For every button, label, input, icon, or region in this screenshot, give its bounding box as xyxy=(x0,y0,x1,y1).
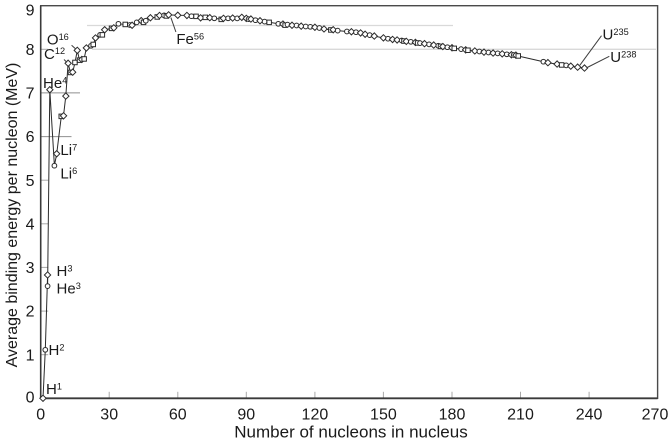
svg-text:270: 270 xyxy=(642,406,669,423)
svg-text:4: 4 xyxy=(26,216,35,233)
svg-text:9: 9 xyxy=(26,3,35,20)
svg-text:150: 150 xyxy=(370,406,397,423)
svg-text:1: 1 xyxy=(26,347,35,364)
svg-text:0: 0 xyxy=(36,406,45,423)
svg-text:Average binding energy per nuc: Average binding energy per nucleon (MeV) xyxy=(4,63,21,368)
svg-text:2: 2 xyxy=(26,304,35,321)
svg-text:180: 180 xyxy=(439,406,466,423)
svg-text:60: 60 xyxy=(169,406,187,423)
svg-text:Number of nucleons in nucleus: Number of nucleons in nucleus xyxy=(234,423,467,441)
svg-text:He4: He4 xyxy=(43,75,67,92)
svg-text:30: 30 xyxy=(100,406,118,423)
svg-text:120: 120 xyxy=(302,406,329,423)
svg-text:He3: He3 xyxy=(57,281,81,298)
svg-text:6: 6 xyxy=(26,129,35,146)
svg-text:8: 8 xyxy=(26,42,35,59)
svg-text:5: 5 xyxy=(26,173,35,190)
svg-text:3: 3 xyxy=(26,260,35,277)
svg-text:0: 0 xyxy=(26,390,35,407)
svg-text:7: 7 xyxy=(26,86,35,103)
svg-text:210: 210 xyxy=(507,406,534,423)
svg-text:240: 240 xyxy=(576,406,603,423)
svg-text:90: 90 xyxy=(237,406,255,423)
